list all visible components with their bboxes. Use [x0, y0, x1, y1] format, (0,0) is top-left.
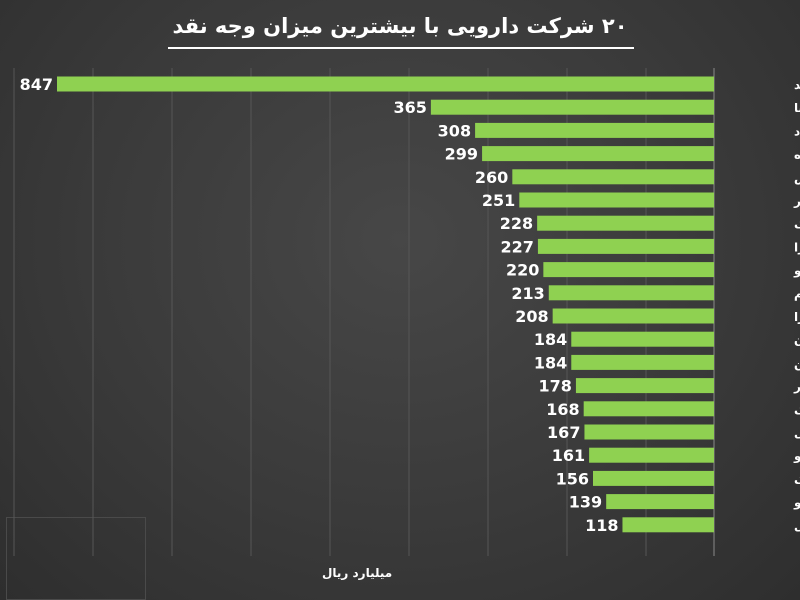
value-label: 228	[500, 214, 533, 233]
bar	[571, 331, 714, 347]
category-label: دسینا	[794, 101, 800, 115]
x-axis-unit-label: میلیارد ریال	[322, 566, 393, 580]
value-labels: 847 365 308 299 260 251 228 227 220 213 208 184 184 1…	[20, 75, 619, 535]
bar	[622, 517, 714, 533]
category-label: کی بی سی	[794, 519, 800, 533]
bar	[571, 354, 714, 370]
value-label: 260	[475, 168, 508, 187]
value-label: 213	[511, 284, 544, 303]
value-label: 208	[515, 307, 548, 326]
value-label: 220	[506, 261, 539, 280]
value-label: 118	[585, 516, 618, 535]
value-label: 178	[539, 377, 572, 396]
category-label: دارزک	[794, 217, 800, 231]
value-label: 161	[552, 446, 585, 465]
bar	[583, 401, 714, 417]
category-label: تیپیکو	[793, 264, 800, 279]
bars	[57, 76, 714, 533]
category-label: شتهران	[794, 333, 800, 347]
value-label: 847	[20, 75, 53, 94]
bar	[584, 424, 714, 440]
value-label: 156	[556, 469, 589, 488]
category-label: دقاضی	[794, 426, 800, 440]
value-label: 227	[501, 237, 534, 256]
category-label: دالبر	[793, 194, 800, 208]
value-label: 139	[569, 493, 602, 512]
chart-title: ۲۰ شرکت دارویی با بیشترین میزان وجه نقد	[172, 14, 628, 38]
bar	[430, 99, 714, 115]
bar	[537, 238, 714, 254]
category-label: دیالک	[794, 403, 800, 417]
bar	[589, 447, 714, 463]
category-label: دامین	[794, 356, 800, 370]
category-label: پخش	[794, 171, 800, 185]
bar	[575, 378, 714, 394]
bar	[543, 262, 714, 278]
category-label: دفرا	[794, 240, 800, 254]
value-label: 184	[534, 353, 567, 372]
value-label: 299	[445, 145, 478, 164]
bar	[592, 470, 714, 486]
bar	[482, 146, 714, 162]
title-underline	[168, 47, 634, 49]
category-label: ددام	[794, 287, 800, 302]
bar	[537, 215, 714, 231]
category-label: داسوه	[794, 148, 800, 163]
category-labels: دعبید دسینا دتماد داسوه پخش دالبر دارزک دفرا تیپ…	[793, 78, 800, 533]
category-label: دفارا	[794, 310, 800, 324]
value-label: 308	[438, 121, 471, 140]
category-label: دکوثر	[793, 380, 800, 395]
value-label: 167	[547, 423, 580, 442]
bar	[519, 192, 714, 208]
category-label: دتماد	[794, 124, 800, 138]
bar	[57, 76, 714, 92]
bar	[548, 285, 714, 301]
value-label: 184	[534, 330, 567, 349]
value-label: 168	[546, 400, 579, 419]
category-label: ریشمک	[794, 472, 800, 486]
category-label: دعبید	[794, 78, 800, 92]
bar	[475, 122, 714, 138]
bar	[552, 308, 714, 324]
category-label: دسانکو	[793, 496, 800, 511]
category-label: دارو	[793, 449, 800, 464]
value-label: 365	[393, 98, 426, 117]
bar	[606, 494, 714, 510]
value-label: 251	[482, 191, 515, 210]
bar	[512, 169, 714, 185]
